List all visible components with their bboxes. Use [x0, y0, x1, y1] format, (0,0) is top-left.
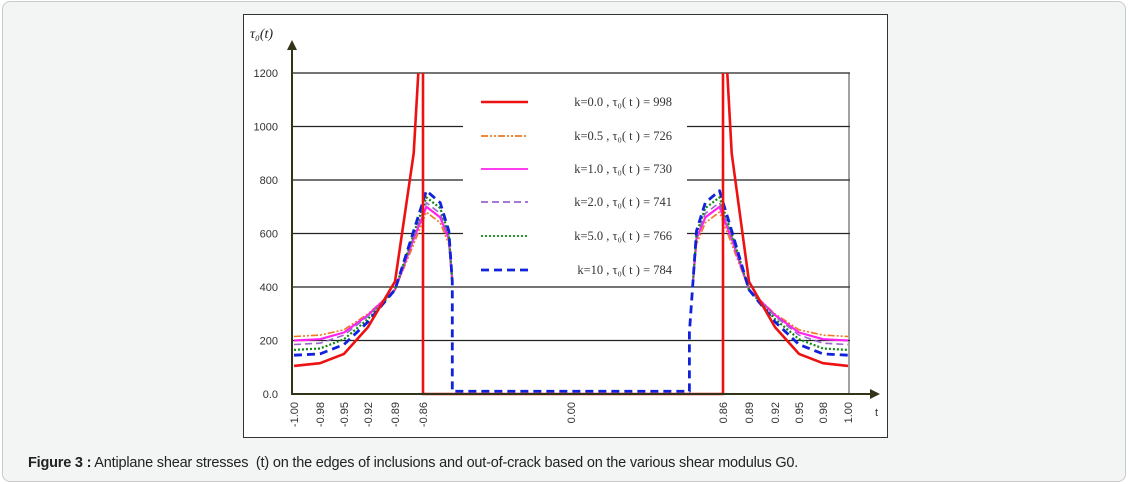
x-axis-arrow-icon: [870, 389, 880, 399]
figure-caption: Figure 3 : Antiplane shear stresses (t) …: [28, 455, 798, 471]
x-tick-label: 0.95: [794, 402, 806, 423]
y-tick-label: 1000: [254, 122, 278, 134]
x-tick-label: 0.89: [744, 402, 756, 423]
chart: k=0.0 , τ₀( t ) = 998 k=0.5 , τ₀( t ) = 7…: [250, 27, 880, 427]
y-axis-arrow-icon: [287, 40, 297, 50]
x-tick-label: 0.00: [566, 402, 578, 423]
x-axis-label: t: [875, 407, 878, 419]
x-tick-label: -1.00: [289, 402, 301, 427]
caption-label: Figure 3 :: [28, 455, 92, 471]
legend-box: [463, 86, 687, 284]
legend-label: k=2.0 , τ₀( t ) = 741: [574, 195, 672, 209]
caption-text: Antiplane shear stresses (t) on the edge…: [91, 455, 799, 471]
x-tick-label: 1.00: [843, 402, 855, 423]
series-line: [293, 201, 849, 346]
x-tick-label: -0.98: [315, 402, 327, 427]
x-tick-label: -0.86: [418, 402, 430, 427]
y-tick-label: 200: [260, 336, 278, 348]
series-line: [293, 189, 849, 393]
x-tick-label: -0.92: [363, 402, 375, 427]
x-tick-label: -0.95: [339, 402, 351, 427]
legend-label: k=0.0 , τ₀( t ) = 998: [574, 95, 672, 109]
x-tick-label: 0.98: [818, 402, 830, 423]
legend-label: k=0.5 , τ₀( t ) = 726: [574, 129, 672, 143]
x-tick-label: 0.86: [718, 402, 730, 423]
legend-label: k=5.0 , τ₀( t ) = 766: [574, 229, 672, 243]
legend-label: k=1.0 , τ₀( t ) = 730: [574, 162, 672, 176]
y-tick-label: 800: [260, 175, 278, 187]
y-tick-label: 400: [260, 282, 278, 294]
y-tick-label: 1200: [254, 68, 278, 80]
legend-label: k=10 , τ₀( t ) = 784: [577, 263, 672, 277]
y-axis-label: τ₀(t): [250, 27, 273, 42]
x-tick-label: -0.89: [390, 402, 402, 427]
x-tick-label: 0.92: [770, 402, 782, 423]
y-tick-label: 0.0: [263, 389, 278, 401]
y-tick-label: 600: [260, 229, 278, 241]
